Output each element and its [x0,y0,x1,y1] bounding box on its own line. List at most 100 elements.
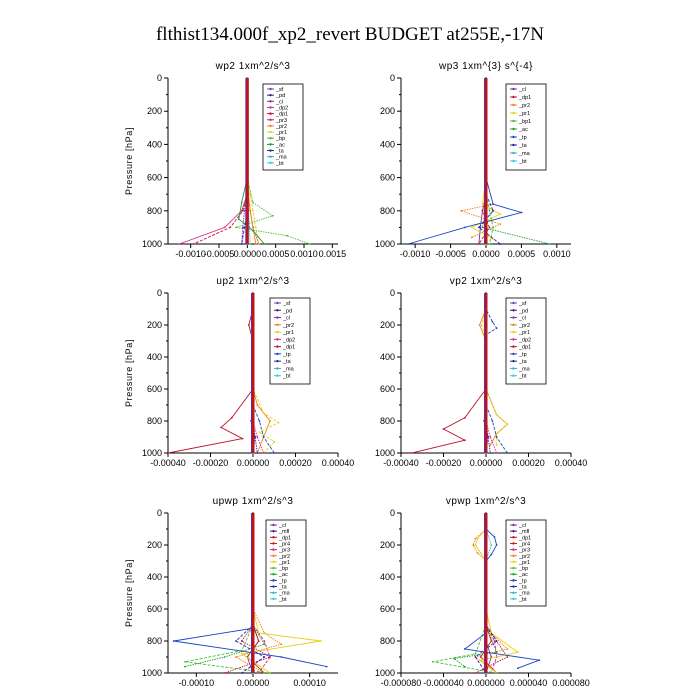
legend-entry: _pd [518,308,528,314]
legend-marker [512,87,515,91]
legend-entry: _cl [518,316,526,322]
series-point [499,243,502,245]
y-tick-label: 200 [147,106,162,116]
series-point [273,440,276,443]
series-point [517,651,519,654]
legend-marker [512,301,515,305]
y-axis-label: Pressure [hPa] [124,559,134,627]
legend-entry: _ac [518,572,528,578]
x-tick-label: 0.0010 [543,249,571,259]
x-tick-label: 0.00000 [237,458,270,468]
x-tick-label: 0.00000 [470,458,503,468]
x-tick-label: 0.0010 [290,249,318,259]
series-point [249,243,252,245]
series-point [489,452,492,454]
legend-marker [512,95,515,99]
y-tick-label: 400 [147,572,162,582]
y-tick-label: 800 [147,636,162,646]
series-point [271,214,274,217]
legend-entry: _tp [518,578,527,584]
series-point [262,436,265,438]
panel-1: wp2 1xm^2/s^3 0 200 400 600 800 1000 -0.0010-0.… [124,61,346,259]
series-point [229,226,232,229]
series-point [262,412,265,414]
x-tick-label: 0.0015 [319,249,347,259]
panel-title: wp3 1xm^{3} s^{-4} [438,61,533,72]
y-tick-label: 600 [380,173,395,183]
series-point [495,672,498,674]
legend-marker [272,523,275,527]
legend-marker [512,573,515,576]
x-tick-label: 0.00020 [279,458,312,468]
panel-6: vpwp 1xm^2/s^3 0 200 400 600 800 1000-0.000080… [375,496,590,688]
legend-entry: _ma [282,366,295,372]
series-point [548,243,551,245]
series-point [168,452,169,454]
legend-marker [276,330,279,334]
x-tick-label: 0.00040 [322,458,355,468]
series-point [495,432,498,435]
series-point [490,544,493,546]
series-point [184,665,186,668]
y-tick-label: 600 [380,604,395,614]
panel-title: wp2 1xm^2/s^3 [215,61,291,72]
series-point [479,552,482,554]
series-point [256,436,259,438]
series-point [495,327,498,330]
legend-entry: _ma [518,591,531,597]
series-point [243,209,246,212]
y-tick-label: 1000 [375,668,395,678]
legend-entry: _bt [518,374,527,380]
legend-marker [276,338,279,341]
legend-entry: _mfl [518,529,529,535]
series-point [488,226,491,229]
panel-title: upwp 1xm^2/s^3 [213,496,294,507]
series-point [432,660,434,663]
series-point [517,667,519,670]
legend-marker [272,548,275,551]
series-line-ac [452,513,498,667]
series-point [489,444,492,446]
series-point [240,640,243,642]
legend-marker [512,127,515,131]
legend-marker [512,585,515,588]
x-tick-label: 0.0000 [234,249,262,259]
x-tick-label: -0.000040 [423,678,464,688]
series-group [172,512,328,674]
legend-entry: _bt [518,159,527,165]
y-tick-label: 0 [390,73,395,83]
legend-marker [276,345,279,348]
series-point [230,416,233,419]
legend-marker [512,135,515,139]
series-point [249,209,252,212]
legend-entry: _bt [518,597,527,603]
legend-entry: _bp [518,566,528,572]
series-line-bp [184,513,271,674]
legend-marker [512,309,515,312]
series-point [178,243,181,245]
series-point [241,226,244,229]
legend-entry: _cl [275,99,283,105]
legend-marker [512,345,515,348]
legend-entry: _pr4 [278,541,290,547]
legend-entry: _tp [278,578,287,584]
legend-marker [269,106,272,109]
legend-entry: _ma [518,366,531,372]
series-point [252,229,254,232]
legend-box [505,297,547,385]
series-point [247,324,250,326]
legend-marker [512,143,515,147]
panel-title: vpwp 1xm^2/s^3 [446,496,526,507]
legend-marker [512,536,515,539]
series-point [495,452,498,454]
series-point [495,651,498,654]
legend-entry: _ac [278,572,288,578]
y-tick-label: 200 [380,540,395,550]
series-point [481,203,484,206]
series-point [258,420,261,422]
series-group [407,77,551,245]
legend-entry: _dp1 [518,345,531,351]
series-point [235,640,237,642]
legend-box [262,83,304,171]
series-point [442,428,445,430]
